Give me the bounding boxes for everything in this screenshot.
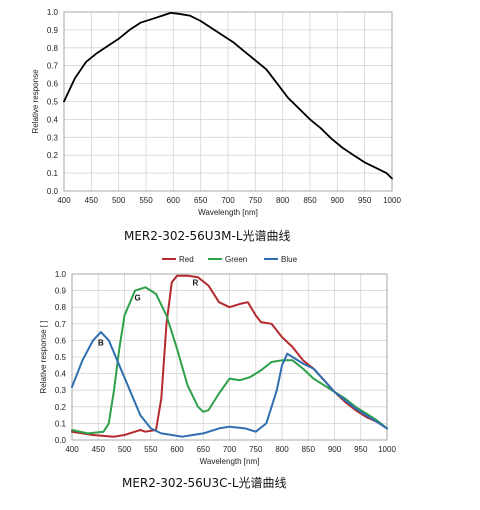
x-tick-label: 700: [221, 196, 235, 205]
y-tick-label: 0.4: [47, 115, 59, 124]
plot-frame: [71, 273, 388, 441]
x-tick-label: 850: [303, 196, 317, 205]
y-tick-label: 0.6: [55, 336, 67, 345]
y-tick-label: 0.9: [47, 26, 59, 35]
x-tick-label: 600: [170, 445, 184, 454]
y-tick-label: 0.7: [47, 62, 59, 71]
legend-label-red: Red: [179, 255, 194, 264]
x-tick-label: 600: [167, 196, 181, 205]
y-tick-label: 0.8: [47, 44, 59, 53]
x-tick-label: 650: [197, 445, 211, 454]
x-tick-label: 750: [249, 445, 263, 454]
series-annotation-r: R: [192, 279, 198, 288]
y-tick-label: 0.8: [55, 303, 67, 312]
legend: Red Green Blue: [162, 255, 298, 264]
series-annotation-g: G: [135, 294, 141, 303]
y-tick-label: 1.0: [47, 8, 59, 17]
x-tick-label: 700: [223, 445, 237, 454]
x-tick-label: 850: [302, 445, 316, 454]
chart-caption: MER2-302-56U3C-L光谱曲线: [122, 476, 287, 490]
x-tick-label: 950: [358, 196, 372, 205]
x-tick-label: 450: [92, 445, 106, 454]
series-line-green: [71, 286, 388, 435]
y-tick-label: 0.9: [55, 287, 67, 296]
y-tick-label: 0.1: [47, 169, 59, 178]
x-tick-label: 500: [112, 196, 126, 205]
x-tick-label: 800: [275, 445, 289, 454]
y-tick-label: 0.0: [55, 436, 67, 445]
x-tick-label: 550: [144, 445, 158, 454]
y-tick-label: 0.2: [55, 403, 67, 412]
series-line: [63, 11, 393, 180]
x-tick-label: 550: [139, 196, 153, 205]
x-tick-label: 950: [354, 445, 368, 454]
series-line-blue: [71, 331, 388, 438]
chart-2: 0.0 0.1 0.2 0.3 0.4 0.5 0.6 0.7 0.8 0.9 1.0 400 450 5…: [39, 255, 396, 490]
y-tick-label: 0.5: [55, 353, 67, 362]
x-tick-label: 500: [118, 445, 132, 454]
y-tick-label: 0.4: [55, 370, 67, 379]
y-tick-label: 0.3: [55, 386, 67, 395]
x-tick-label: 900: [328, 445, 342, 454]
y-tick-label: 1.0: [55, 270, 67, 279]
x-tick-label: 650: [194, 196, 208, 205]
legend-label-blue: Blue: [281, 255, 298, 264]
y-tick-label: 0.1: [55, 419, 67, 428]
x-tick-label: 1000: [378, 445, 396, 454]
y-axis-label: Relative response [ ]: [39, 321, 48, 394]
y-tick-label: 0.6: [47, 80, 59, 89]
y-tick-label: 0.5: [47, 98, 59, 107]
x-tick-label: 450: [85, 196, 99, 205]
chart-caption: MER2-302-56U3M-L光谱曲线: [124, 229, 291, 243]
x-axis-label: Wavelength [nm]: [200, 457, 260, 466]
chart-1: 0.0 0.1 0.2 0.3 0.4 0.5 0.6 0.7 0.8 0.9 1.0 400 450 5…: [31, 8, 401, 243]
series-annotation-b: B: [98, 338, 104, 347]
x-tick-label: 1000: [383, 196, 401, 205]
x-tick-label: 400: [65, 445, 79, 454]
legend-label-green: Green: [225, 255, 247, 264]
y-axis-label: Relative response: [31, 69, 40, 134]
x-axis-label: Wavelength [nm]: [198, 208, 258, 217]
x-tick-label: 400: [57, 196, 71, 205]
x-tick-label: 900: [331, 196, 345, 205]
y-tick-label: 0.2: [47, 151, 59, 160]
x-tick-label: 750: [249, 196, 263, 205]
y-tick-label: 0.0: [47, 187, 59, 196]
y-tick-label: 0.3: [47, 133, 59, 142]
y-tick-label: 0.7: [55, 320, 67, 329]
x-tick-label: 800: [276, 196, 290, 205]
